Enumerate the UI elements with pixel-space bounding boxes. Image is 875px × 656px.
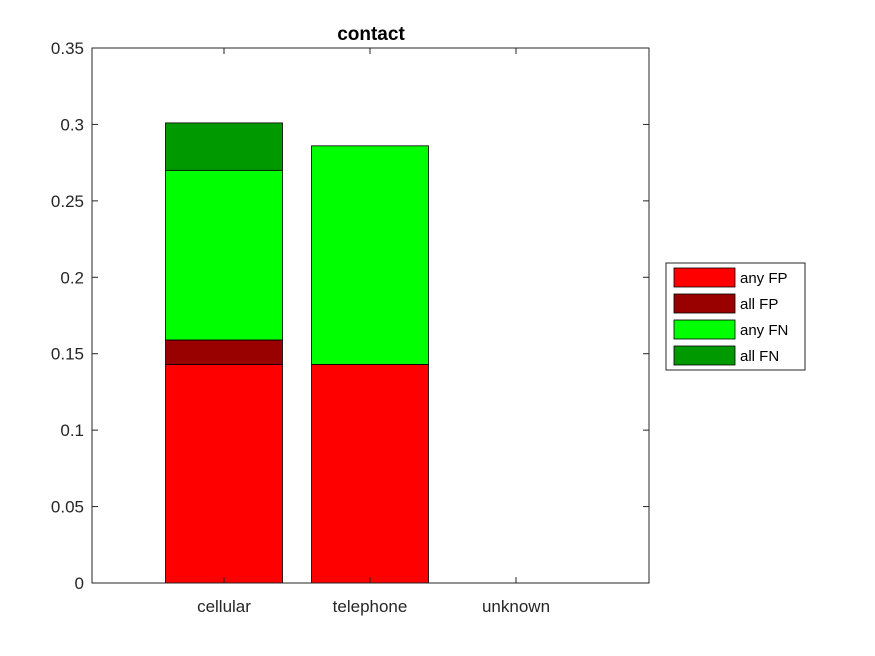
legend-swatch — [673, 319, 736, 340]
bar-cellular-all-fp — [165, 339, 283, 365]
y-axis: 0 0.05 0.1 0.15 0.2 0.25 0.3 0.35 — [51, 39, 649, 593]
y-tick-label: 0.15 — [51, 345, 84, 364]
legend: any FP all FP any FN all FN — [665, 262, 806, 371]
x-tick-label: telephone — [333, 597, 408, 616]
y-tick-label: 0.3 — [60, 115, 84, 134]
x-tick-label: cellular — [197, 597, 251, 616]
x-tick-label: unknown — [482, 597, 550, 616]
bar-cellular-any-fp — [165, 364, 283, 584]
y-tick-label: 0.1 — [60, 421, 84, 440]
chart-title: contact — [337, 24, 405, 45]
bar-telephone-any-fn — [311, 145, 429, 365]
legend-swatch — [673, 345, 736, 366]
x-axis: cellular telephone unknown — [197, 48, 550, 616]
y-tick-label: 0.25 — [51, 192, 84, 211]
bar-telephone-any-fp — [311, 364, 429, 584]
legend-label: all FP — [740, 296, 778, 313]
y-tick-label: 0.2 — [60, 268, 84, 287]
y-tick-label: 0.05 — [51, 498, 84, 517]
y-tick-label: 0 — [75, 574, 84, 593]
legend-label: all FN — [740, 348, 779, 365]
legend-swatch — [673, 267, 736, 288]
legend-label: any FP — [740, 270, 788, 287]
bars-group — [165, 122, 429, 584]
bar-cellular-all-fn — [165, 122, 283, 171]
y-tick-label: 0.35 — [51, 39, 84, 58]
bar-cellular-any-fn — [165, 169, 283, 341]
legend-label: any FN — [740, 322, 788, 339]
legend-swatch — [673, 293, 736, 314]
